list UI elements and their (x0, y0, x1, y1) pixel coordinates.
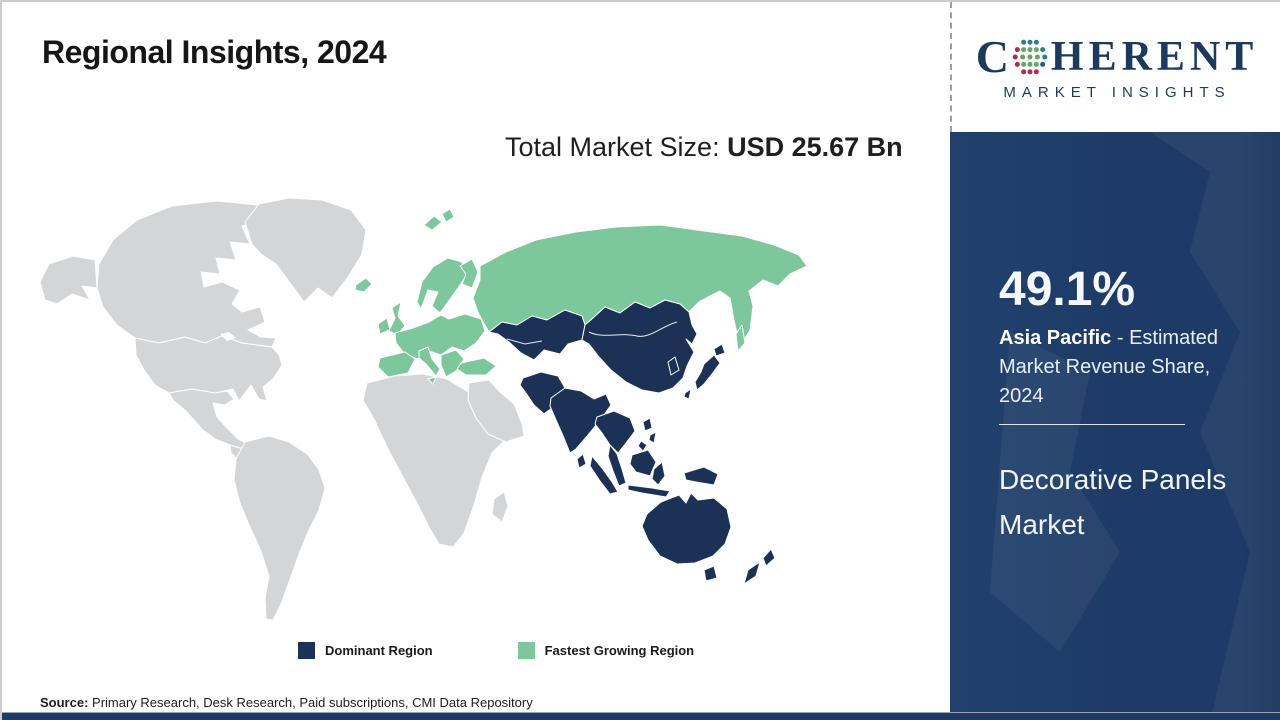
map-region-oceania (641, 492, 776, 585)
dominant-region-label: Dominant Region (325, 642, 433, 658)
dominant-region-swatch (298, 641, 315, 659)
bottom-accent-strip (2, 712, 1280, 720)
fastest-growing-region-swatch (517, 641, 535, 659)
logo-globe-icon (1011, 38, 1049, 76)
logo-subtitle: MARKET INSIGHTS (1003, 83, 1231, 101)
market-share-region: Asia Pacific (999, 327, 1112, 349)
market-name: Decorative Panels Market (999, 464, 1227, 540)
logo-letter-c: C (975, 30, 1009, 82)
legend-item-dominant: Dominant Region (298, 641, 433, 659)
total-market-size-value: USD 25.67 Bn (727, 132, 903, 162)
sidebar-stats-panel: 49.1% Asia Pacific - Estimated Market Re… (950, 132, 1280, 720)
world-map-svg (39, 197, 808, 621)
map-region-south-america (233, 435, 326, 621)
legend-item-fastest: Fastest Growing Region (517, 641, 695, 659)
total-market-size-label: Total Market Size: (505, 132, 728, 162)
map-region-europe (354, 208, 497, 385)
map-region-africa-middle-east (362, 373, 525, 548)
sidebar: C HERENT MARKET INSIGHTS (950, 2, 1280, 720)
source-text: Primary Research, Desk Research, Paid su… (88, 695, 533, 710)
map-legend: Dominant Region Fastest Growing Region (298, 641, 694, 659)
market-share-description: Asia Pacific - Estimated Market Revenue … (999, 324, 1239, 411)
source-line: Source: Primary Research, Desk Research,… (40, 695, 533, 710)
total-market-size: Total Market Size: USD 25.67 Bn (505, 128, 910, 167)
page-title: Regional Insights, 2024 (42, 34, 387, 70)
source-label: Source: (40, 695, 89, 710)
logo-letters-rest: HERENT (1050, 33, 1259, 80)
map-region-north-america (39, 197, 367, 473)
brand-logo: C HERENT MARKET INSIGHTS (950, 2, 1280, 132)
map-region-russia (472, 224, 808, 352)
sidebar-divider (999, 424, 1185, 425)
map-region-asia-pacific (488, 299, 726, 498)
market-share-value: 49.1% (999, 263, 1136, 316)
world-map (37, 192, 822, 627)
logo-wordmark: C HERENT (975, 30, 1259, 82)
market-share-rest: - Estimated Market Revenue Share, 2024 (999, 327, 1218, 407)
sidebar-background-pattern (990, 132, 1280, 720)
fastest-growing-region-label: Fastest Growing Region (544, 642, 695, 658)
